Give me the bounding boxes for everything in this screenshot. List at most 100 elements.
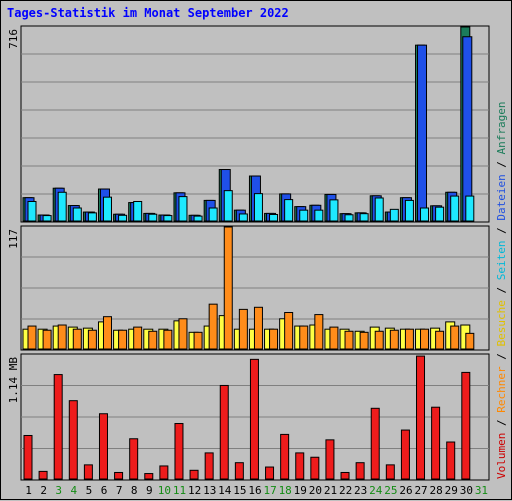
bar-seiten-day-12 (193, 215, 203, 222)
bar-seiten-day-24 (374, 197, 384, 222)
bar-volumen-day-24 (370, 407, 380, 480)
day-label-21: 21 (324, 484, 337, 497)
bar-volumen-day-1 (23, 434, 33, 480)
bar-rechner-day-22 (344, 330, 354, 350)
bar-volumen-day-8 (129, 438, 139, 480)
bar-volumen-day-25 (385, 464, 395, 480)
bar-seiten-day-15 (238, 213, 248, 222)
day-label-24: 24 (369, 484, 383, 497)
day-labels: 1 2 3 4 5 6 7 8 9 10 11 12 13 14 15 16 17 18 19 20 21 22 23 24 2… (25, 484, 488, 497)
bar-rechner-day-17 (269, 328, 279, 350)
legend-part-2: Rechner (495, 366, 508, 413)
bar-rechner-day-27 (420, 328, 430, 350)
bar-seiten-day-23 (359, 213, 369, 222)
bar-rechner-day-11 (178, 318, 188, 350)
bar-volumen-day-29 (446, 441, 456, 480)
day-label-29: 29 (445, 484, 458, 497)
bar-volumen-day-17 (265, 466, 275, 480)
panels: 716 117 1.14 MB (7, 25, 490, 481)
bar-seiten-day-20 (314, 209, 324, 222)
bar-rechner-day-28 (435, 330, 445, 350)
bar-rechner-day-29 (450, 325, 460, 350)
day-label-17: 17 (263, 484, 276, 497)
bar-rechner-day-26 (404, 328, 414, 350)
day-label-9: 9 (146, 484, 153, 497)
day-label-16: 16 (248, 484, 261, 497)
bar-rechner-day-21 (329, 326, 339, 350)
day-label-3: 3 (55, 484, 62, 497)
day-label-14: 14 (218, 484, 232, 497)
middle-panel: 117 (7, 225, 490, 351)
day-label-20: 20 (309, 484, 322, 497)
bar-rechner-day-3 (57, 324, 67, 350)
bar-seiten-day-2 (42, 215, 52, 222)
bar-rechner-day-7 (118, 329, 128, 350)
bar-seiten-day-27 (420, 207, 430, 222)
bar-rechner-day-13 (208, 303, 218, 350)
bar-seiten-day-6 (102, 196, 112, 222)
bar-seiten-day-21 (329, 199, 339, 222)
bar-volumen-day-7 (114, 471, 124, 480)
day-label-22: 22 (339, 484, 352, 497)
middle-panel-axis-label: 117 (7, 229, 20, 249)
day-label-5: 5 (86, 484, 93, 497)
bar-volumen-day-16 (249, 358, 259, 480)
bar-seiten-day-3 (57, 191, 67, 222)
bar-volumen-day-28 (431, 406, 441, 480)
bar-seiten-day-7 (118, 214, 128, 222)
legend-part-0: Volumen (495, 433, 508, 479)
day-label-13: 13 (203, 484, 216, 497)
bar-seiten-day-11 (178, 196, 188, 222)
day-label-8: 8 (131, 484, 138, 497)
day-label-10: 10 (158, 484, 171, 497)
bar-seiten-day-4 (72, 207, 82, 222)
bar-dateien-day-30 (462, 36, 473, 222)
bar-volumen-day-4 (68, 400, 78, 480)
bar-volumen-day-10 (159, 465, 169, 480)
bar-rechner-day-20 (314, 314, 324, 350)
bar-rechner-day-18 (284, 312, 294, 350)
bar-volumen-day-18 (280, 433, 290, 480)
bar-seiten-day-10 (163, 215, 173, 222)
day-label-7: 7 (116, 484, 123, 497)
bar-rechner-day-12 (193, 331, 203, 350)
day-label-18: 18 (279, 484, 292, 497)
legend-part-7: / (495, 221, 508, 241)
bottom-panel: 1.14 MB (7, 353, 490, 481)
bar-rechner-day-25 (389, 329, 399, 350)
bar-volumen-day-22 (340, 471, 350, 480)
bar-seiten-day-25 (389, 208, 399, 222)
bar-rechner-day-14 (223, 226, 233, 350)
day-label-2: 2 (40, 484, 47, 497)
right-legend: Volumen / Rechner / Besuche / Seiten / D… (495, 101, 508, 479)
bar-seiten-day-8 (133, 200, 143, 222)
legend-part-8: Dateien (495, 174, 508, 220)
bar-rechner-day-15 (238, 308, 248, 350)
day-label-27: 27 (414, 484, 427, 497)
bar-rechner-day-23 (359, 331, 369, 350)
bar-volumen-day-3 (53, 374, 63, 480)
bar-volumen-day-14 (219, 384, 229, 480)
bar-volumen-day-12 (189, 469, 199, 480)
bar-rechner-day-19 (299, 325, 309, 350)
bar-seiten-day-1 (27, 200, 37, 222)
bar-volumen-day-30 (461, 371, 471, 480)
bar-rechner-day-16 (253, 306, 263, 350)
day-label-4: 4 (71, 484, 78, 497)
top-panel-axis-label: 716 (7, 29, 20, 49)
bar-rechner-day-2 (42, 329, 52, 350)
bar-volumen-day-26 (400, 429, 410, 480)
day-label-1: 1 (25, 484, 32, 497)
day-label-26: 26 (399, 484, 412, 497)
bar-volumen-day-27 (416, 355, 426, 480)
bar-seiten-day-19 (299, 209, 309, 222)
bar-dateien-day-27 (417, 44, 428, 222)
bar-volumen-day-2 (38, 470, 48, 480)
bar-volumen-day-20 (310, 456, 320, 480)
bar-volumen-day-21 (325, 439, 335, 480)
bar-seiten-day-17 (269, 213, 279, 222)
legend-part-5: / (495, 280, 508, 300)
bar-volumen-day-11 (174, 423, 184, 480)
